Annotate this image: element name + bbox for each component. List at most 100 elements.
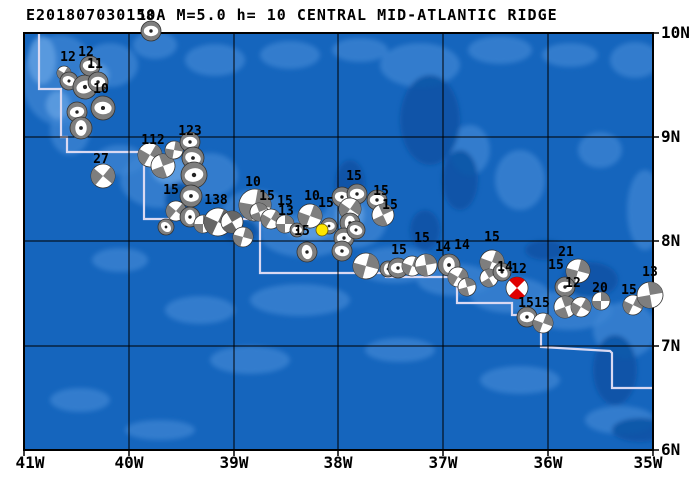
beachball [232, 226, 254, 248]
beachball-quadrants [222, 211, 242, 233]
event-count-label: 13 [642, 265, 658, 280]
event-count-label: 15 [382, 198, 398, 213]
event-count-label: 15 [373, 184, 389, 199]
event-count-label: 13 [278, 204, 294, 219]
lon-tick-label: 38W [324, 453, 353, 472]
beachball-quadrants [261, 210, 281, 228]
event-count-label: 15 [294, 224, 310, 239]
beachball-quadrants [592, 292, 610, 310]
beachball [79, 55, 101, 77]
bathymetry-blob [28, 36, 56, 84]
beachball [164, 140, 184, 160]
beachball [352, 252, 380, 280]
beachball [553, 295, 577, 319]
event-count-label: 20 [592, 281, 608, 296]
beachball [157, 218, 175, 236]
beachball [90, 163, 116, 189]
bathymetry-blob [165, 296, 235, 324]
beachball [492, 262, 512, 282]
beachball [331, 240, 353, 262]
beachball-center-dot [149, 29, 153, 33]
bathymetry-blob [50, 388, 110, 412]
beachball-center-dot [96, 80, 100, 84]
event-count-label: 15 [534, 296, 550, 311]
event-count-label: 27 [93, 152, 109, 167]
beachball-center-dot [189, 194, 193, 198]
lat-tick-label: 10N [661, 23, 690, 42]
bathymetry-blob [400, 75, 460, 165]
beachball-center-dot [100, 105, 106, 111]
beachball-center-dot [67, 79, 71, 83]
bathymetry-blob [610, 42, 653, 78]
beachball [457, 277, 477, 297]
beachball [87, 71, 109, 93]
lat-tick-label: 6N [661, 440, 680, 459]
beachball-center-dot [188, 140, 192, 144]
beachball [275, 214, 295, 234]
bathymetry-blob [332, 38, 388, 62]
beachball [90, 95, 116, 121]
beachball [532, 312, 554, 334]
lon-tick-label: 41W [16, 453, 45, 472]
lat-tick-label: 7N [661, 336, 680, 355]
beachball [69, 116, 93, 140]
event-count-label: 15 [391, 243, 407, 258]
lon-tick-label: 36W [534, 453, 563, 472]
event-count-label: 15 [621, 283, 637, 298]
bathymetry-blob [133, 33, 177, 59]
bathymetry-blob [46, 91, 70, 119]
event-count-label: 15 [163, 183, 179, 198]
bathymetry-blob [210, 346, 290, 374]
lon-tick-label: 40W [115, 453, 144, 472]
beachball-center-dot [327, 224, 331, 228]
event-count-label: 12 [511, 262, 527, 277]
beachball-center-dot [396, 266, 400, 270]
beachball-quadrants [339, 199, 361, 219]
beachball-quadrants [480, 250, 504, 274]
event-count-label: 11 [87, 57, 103, 72]
beachball-center-dot [188, 215, 192, 219]
event-count-label: 12 [60, 50, 76, 65]
beachball [289, 222, 305, 238]
lat-tick-label: 8N [661, 231, 680, 250]
beachball-center-dot [500, 270, 504, 274]
event-count-label: 15 [277, 194, 293, 209]
event-count-label: 10 [93, 82, 109, 97]
beachball-quadrants [91, 166, 115, 186]
beachball-quadrants [276, 215, 294, 233]
beachball-quadrants [57, 66, 71, 80]
beachball-center-dot [354, 228, 358, 232]
bathymetry-blob [578, 132, 622, 168]
beachball [414, 253, 438, 277]
beachball-center-dot [82, 84, 88, 90]
beachball [220, 210, 244, 234]
beachball-quadrants [373, 204, 393, 226]
bathymetry-blob [410, 210, 440, 250]
beachball-quadrants [458, 278, 476, 296]
bathymetry-blob [627, 170, 653, 250]
plot-title: E201807030150A M=5.0 h= 10 CENTRAL MID-A… [26, 6, 558, 24]
bathymetry-blob [468, 36, 532, 64]
bathymetry-blob [92, 248, 148, 272]
event-count-label: 12 [565, 276, 581, 291]
beachball-quadrants [353, 253, 379, 279]
beachball-quadrants [151, 154, 175, 178]
lon-tick-label: 39W [220, 453, 249, 472]
event-count-label: 14 [497, 260, 513, 275]
beachball-quadrants [233, 227, 253, 247]
beachball [636, 281, 664, 309]
lon-tick-label: 37W [429, 453, 458, 472]
bathymetry-blob [125, 420, 195, 440]
beachball-quadrants [566, 259, 590, 283]
event-count-label: 14 [454, 238, 470, 253]
beachball-quadrants [509, 277, 525, 299]
beachball [516, 306, 538, 328]
beachball [570, 296, 592, 318]
beachball [371, 203, 395, 227]
lon-tick-label: 35W [634, 453, 663, 472]
beachball [565, 258, 591, 284]
beachball [591, 291, 611, 311]
